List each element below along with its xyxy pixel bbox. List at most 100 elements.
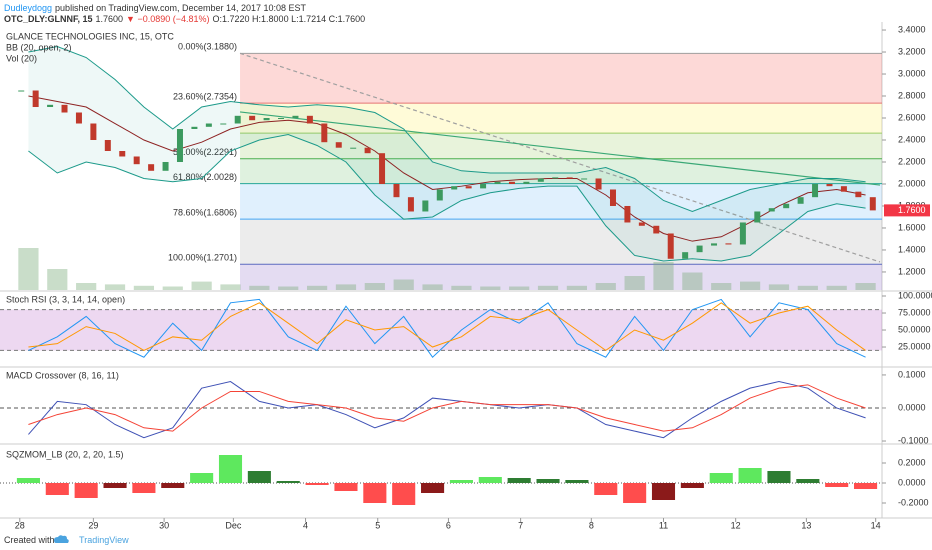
candle [537,178,544,182]
y-tick-label: 2.2000 [898,156,926,166]
momentum-bar [74,483,98,498]
candle [696,245,703,253]
y-tick-label: 2.6000 [898,112,926,122]
candle [667,233,674,259]
candle [812,183,819,198]
momentum-bar [738,468,762,483]
x-tick-label: 6 [446,520,451,530]
bb-lower [28,133,866,262]
x-tick-label: 12 [731,520,741,530]
momentum-bar [103,483,127,488]
candle [465,186,472,189]
momentum-bar [363,483,387,503]
fib-band [240,53,882,104]
volume-bar [480,286,501,290]
fib-band [240,264,882,290]
fib-band [240,133,882,159]
brand[interactable]: TradingView [79,535,129,545]
y-tick-label: 1.4000 [898,244,926,254]
momentum-bar [680,483,704,488]
logo-icon [54,535,69,543]
fib-label: 61.80%(2.0028) [173,172,237,182]
last-price-label: 1.7600 [898,205,926,215]
fib-label: 0.00%(3.1880) [178,42,237,52]
y-tick-label: 75.0000 [898,307,931,317]
momentum-bar [132,483,156,493]
candle [278,118,285,120]
candle [205,123,212,127]
candle [350,147,357,149]
momentum-bar [478,477,502,483]
fib-label: 50.00%(2.2291) [173,147,237,157]
volume-bar [191,281,212,290]
pane-title: Vol (20) [6,53,37,63]
candle [90,123,97,140]
ohlc: O:1.7220 H:1.8000 L:1.7214 C:1.7600 [212,14,366,24]
candle [436,189,443,201]
candle [826,183,833,187]
volume-bar [855,283,876,290]
momentum-bar [536,479,560,483]
candle [47,104,54,108]
momentum-bar [709,473,733,483]
x-tick-label: 29 [88,520,98,530]
candle [191,126,198,130]
candle [523,181,530,184]
created-with: Created with [4,535,55,545]
x-tick-label: 8 [589,520,594,530]
candle [32,90,39,108]
author[interactable]: Dudleydogg [4,3,53,13]
candle [104,139,111,151]
momentum-bar [392,483,416,505]
momentum-bar [45,483,69,495]
volume-bar [133,285,155,290]
candle [61,104,68,113]
candle [379,153,386,184]
momentum-bar [334,483,358,491]
y-tick-label: 3.0000 [898,68,926,78]
x-tick-label: 4 [303,520,308,530]
momentum-bar [247,471,271,483]
y-tick-label: 0.1000 [898,369,926,379]
momentum-bar [16,478,40,483]
bb-label: BB (20, open, 2) [6,42,72,52]
volume-bar [393,279,414,290]
change: ▼ −0.0890 (−4.81%) [126,14,210,24]
volume-bar [509,286,530,290]
candle [754,211,761,223]
y-tick-label: 25.0000 [898,341,931,351]
y-tick-label: 2.8000 [898,90,926,100]
volume-bar [682,272,703,290]
fib-label: 100.00%(1.2701) [168,253,237,263]
published: published on TradingView.com, December 1… [55,3,307,13]
candle [869,197,876,211]
candle [566,177,573,179]
volume-bar [220,284,241,290]
fib-band [240,183,882,220]
volume-bar [422,284,443,290]
volume-bar [249,285,270,290]
x-tick-label: 7 [518,520,523,530]
candle [638,222,645,226]
x-tick-label: 13 [801,520,811,530]
symbol-line: OTC_DLY:GLNNF, 15 1.7600 ▼ −0.0890 (−4.81%… [4,14,368,24]
x-tick-label: 5 [375,520,380,530]
y-tick-label: 100.0000 [898,290,932,300]
candle [840,186,847,192]
volume-bar [595,283,616,290]
price: 1.7600 [95,14,124,24]
y-tick-label: 0.0000 [898,477,926,487]
x-tick-label: 28 [15,520,25,530]
y-tick-label: 3.2000 [898,46,926,56]
y-tick-label: 2.0000 [898,178,926,188]
bb-basis [28,95,866,242]
candle [407,197,414,212]
candle [364,147,371,154]
bb-upper [28,46,866,213]
volume-bar [711,283,732,290]
fib-label: 78.60%(1.6806) [173,207,237,217]
y-tick-label: 50.0000 [898,324,931,334]
indicator-line [28,302,866,352]
y-tick-label: 2.4000 [898,134,926,144]
